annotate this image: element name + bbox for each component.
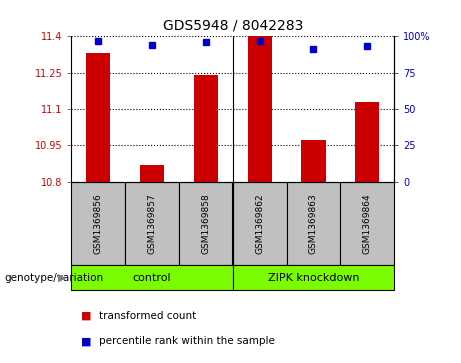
Text: ■: ■ xyxy=(81,311,91,321)
Bar xyxy=(301,140,325,182)
Bar xyxy=(194,75,218,182)
Bar xyxy=(125,182,179,265)
Text: GSM1369863: GSM1369863 xyxy=(309,193,318,254)
Text: transformed count: transformed count xyxy=(99,311,196,321)
Bar xyxy=(71,182,125,265)
Text: GSM1369856: GSM1369856 xyxy=(94,193,103,254)
Text: ■: ■ xyxy=(81,336,91,346)
Bar xyxy=(233,265,394,290)
Bar xyxy=(233,182,287,265)
Text: GSM1369864: GSM1369864 xyxy=(363,193,372,254)
Text: percentile rank within the sample: percentile rank within the sample xyxy=(99,336,275,346)
Bar xyxy=(287,182,340,265)
Bar xyxy=(71,265,233,290)
Bar xyxy=(86,53,111,181)
Bar xyxy=(355,102,379,182)
Text: control: control xyxy=(133,273,171,283)
Text: GSM1369858: GSM1369858 xyxy=(201,193,210,254)
Text: GSM1369857: GSM1369857 xyxy=(148,193,157,254)
Bar xyxy=(248,36,272,182)
Text: genotype/variation: genotype/variation xyxy=(5,273,104,283)
Title: GDS5948 / 8042283: GDS5948 / 8042283 xyxy=(163,19,303,32)
Text: ZIPK knockdown: ZIPK knockdown xyxy=(268,273,359,283)
Text: GSM1369862: GSM1369862 xyxy=(255,193,264,254)
Bar xyxy=(179,182,233,265)
Bar xyxy=(140,164,164,182)
Text: ▶: ▶ xyxy=(59,273,67,283)
Bar xyxy=(340,182,394,265)
